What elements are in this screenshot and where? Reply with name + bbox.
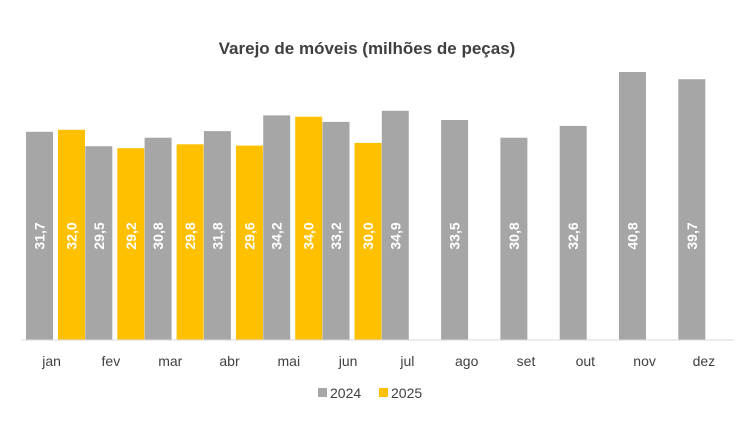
bar-2024-ago — [441, 120, 469, 340]
data-label-2024-abr: 31,8 — [209, 222, 225, 249]
x-tick-label-jan: jan — [41, 353, 61, 369]
data-label-2025-fev: 29,2 — [123, 222, 139, 249]
data-label-2024-mar: 30,8 — [150, 222, 166, 249]
bar-2024-jun — [322, 121, 350, 341]
data-label-2025-mar: 29,8 — [182, 222, 198, 249]
legend-label-2024: 2024 — [330, 385, 361, 401]
legend-label-2025: 2025 — [391, 385, 422, 401]
data-label-2024-jun: 33,2 — [328, 222, 344, 249]
data-label-2024-jan: 31,7 — [32, 222, 48, 249]
bars-group — [26, 72, 706, 341]
bar-2024-dez — [678, 79, 706, 340]
data-label-2025-abr: 29,6 — [241, 222, 257, 249]
bar-2025-abr — [235, 145, 263, 340]
bar-2024-jan — [26, 131, 53, 340]
bar-2024-out — [559, 125, 587, 341]
data-label-2024-out: 32,6 — [565, 222, 581, 249]
data-label-2025-jan: 32,0 — [64, 222, 80, 249]
data-label-2024-jul: 34,9 — [387, 222, 403, 249]
bar-2025-fev — [117, 148, 145, 340]
bar-2024-fev — [85, 146, 113, 340]
bar-2024-mar — [144, 137, 172, 340]
x-tick-labels: jan fev mar abr mai jun jul ago set out nov dez — [41, 353, 715, 369]
legend: 2024 2025 — [318, 385, 422, 401]
bar-2024-set — [500, 137, 528, 340]
bar-2024-nov — [619, 72, 646, 340]
bar-2025-jan — [58, 129, 85, 340]
x-tick-label-abr: abr — [219, 353, 240, 369]
data-label-2024-dez: 39,7 — [684, 222, 700, 249]
x-tick-label-set: set — [517, 353, 536, 369]
bar-2024-mai — [263, 115, 291, 341]
x-tick-label-mar: mar — [158, 353, 182, 369]
data-labels-group: 31,7 32,0 29,5 29,2 30,8 29,8 31,8 29,6 34,2 34,0… — [32, 222, 700, 249]
data-label-2024-fev: 29,5 — [91, 222, 107, 249]
bar-2024-jul — [381, 110, 409, 340]
x-tick-label-ago: ago — [455, 353, 479, 369]
bar-2025-mai — [295, 116, 323, 340]
x-tick-label-jun: jun — [338, 353, 358, 369]
data-label-2024-ago: 33,5 — [447, 222, 463, 249]
chart-title: Varejo de móveis (milhões de peças) — [219, 39, 516, 58]
legend-swatch-2024 — [318, 388, 327, 397]
data-label-2025-jun: 30,0 — [360, 222, 376, 249]
bar-2024-abr — [203, 131, 231, 340]
x-tick-label-jul: jul — [399, 353, 414, 369]
legend-swatch-2025 — [379, 388, 388, 397]
bar-2025-mar — [176, 144, 204, 340]
x-tick-label-fev: fev — [102, 353, 121, 369]
x-tick-label-dez: dez — [693, 353, 716, 369]
bar-2025-jun — [354, 142, 382, 340]
data-label-2024-mai: 34,2 — [269, 222, 285, 249]
x-tick-label-nov: nov — [633, 353, 656, 369]
data-label-2024-nov: 40,8 — [625, 222, 641, 249]
data-label-2025-mai: 34,0 — [301, 222, 317, 249]
x-tick-label-mai: mai — [278, 353, 301, 369]
x-tick-label-out: out — [576, 353, 596, 369]
data-label-2024-set: 30,8 — [506, 222, 522, 249]
